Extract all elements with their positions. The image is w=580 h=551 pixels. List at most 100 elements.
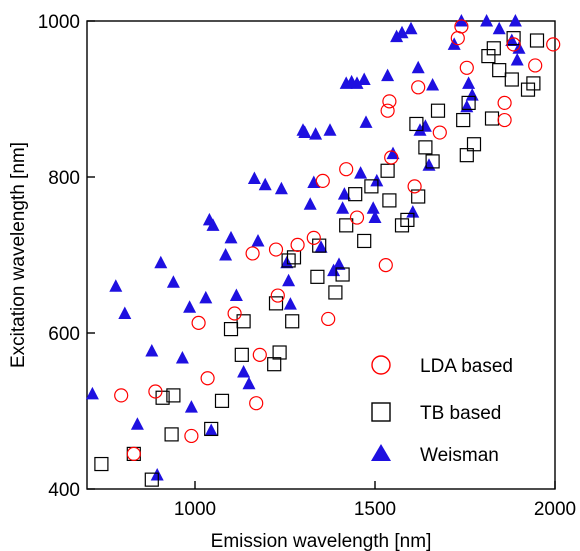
- plot-frame: [86, 20, 556, 490]
- tb-point: [268, 296, 284, 311]
- weisman-point: [508, 14, 522, 27]
- x-axis-title: Emission wavelength [nm]: [211, 531, 432, 551]
- weisman-point: [323, 123, 337, 136]
- lda-point: [290, 237, 305, 252]
- tb-point: [400, 212, 415, 227]
- y-tick-label: 1000: [38, 12, 80, 33]
- weisman-point: [166, 275, 180, 288]
- weisman-point: [274, 181, 288, 195]
- tb-point: [380, 163, 395, 178]
- weisman-point: [283, 297, 297, 310]
- tb-point: [204, 421, 219, 437]
- lda-point: [546, 37, 561, 52]
- lda-point: [306, 230, 321, 245]
- weisman-point: [154, 255, 168, 269]
- legend-marker-weisman: [371, 444, 391, 461]
- weisman-point: [229, 288, 243, 302]
- weisman-point: [150, 467, 164, 481]
- weisman-point: [184, 400, 198, 413]
- tb-point: [382, 193, 397, 208]
- lda-point: [454, 19, 469, 34]
- weisman-point: [404, 21, 418, 35]
- lda-point: [528, 58, 543, 73]
- lda-point: [382, 94, 397, 109]
- weisman-point: [426, 77, 440, 91]
- weisman-point: [175, 350, 189, 364]
- weisman-point: [332, 257, 346, 270]
- tb-point: [234, 347, 249, 362]
- tb-point: [281, 253, 296, 268]
- tb-point: [214, 393, 230, 408]
- lda-point: [497, 112, 512, 128]
- weisman-point: [109, 279, 123, 292]
- y-tick-label: 400: [48, 480, 80, 501]
- weisman-point: [145, 343, 159, 357]
- lda-point: [114, 388, 129, 403]
- lda-point: [245, 246, 260, 261]
- y-axis-title: Excitation wavelength [nm]: [8, 142, 29, 368]
- legend-marker-lda: [371, 355, 391, 375]
- weisman-point: [251, 233, 265, 247]
- tb-point: [425, 154, 440, 169]
- tb-point: [166, 388, 181, 403]
- lda-point: [384, 150, 399, 165]
- data-points: [85, 14, 561, 487]
- lda-point: [450, 31, 465, 46]
- tb-point: [526, 76, 541, 91]
- lda-point: [252, 347, 267, 362]
- tb-point: [94, 456, 109, 472]
- weisman-point: [354, 166, 368, 179]
- tb-point: [466, 137, 482, 152]
- weisman-point: [303, 197, 317, 210]
- lda-point: [411, 80, 426, 95]
- y-tick-label: 800: [48, 168, 80, 189]
- tb-point: [418, 140, 433, 155]
- legend-marker-tb: [371, 402, 391, 422]
- tb-point: [481, 48, 496, 64]
- legend-label-tb: TB based: [420, 403, 501, 424]
- weisman-point: [130, 417, 144, 430]
- weisman-point: [280, 255, 294, 269]
- tb-point: [411, 189, 426, 204]
- tb-point: [272, 345, 287, 360]
- weisman-point: [247, 171, 261, 185]
- tb-point: [409, 116, 424, 132]
- y-tick-label: 600: [48, 324, 80, 345]
- weisman-point: [258, 177, 272, 191]
- weisman-point: [337, 187, 351, 200]
- tb-point: [506, 31, 521, 46]
- lda-point: [148, 384, 163, 399]
- weisman-point: [336, 201, 350, 214]
- x-tick-label: 1000: [174, 499, 216, 520]
- weisman-point: [314, 240, 328, 253]
- tb-point: [236, 314, 251, 329]
- weisman-point: [368, 210, 382, 224]
- weisman-point: [237, 365, 251, 378]
- lda-point: [200, 371, 215, 386]
- weisman-point: [386, 146, 400, 160]
- tb-point: [461, 95, 476, 111]
- tb-point: [430, 103, 446, 118]
- tb-point: [364, 179, 379, 194]
- tb-point: [223, 322, 239, 337]
- tb-point: [267, 357, 282, 372]
- weisman-point: [350, 76, 364, 89]
- tb-point: [144, 472, 159, 487]
- lda-point: [349, 210, 365, 225]
- weisman-point: [395, 25, 409, 39]
- lda-point: [432, 125, 447, 140]
- weisman-point: [411, 60, 425, 74]
- lda-point: [339, 162, 354, 177]
- lda-point: [126, 446, 141, 461]
- lda-point: [380, 103, 395, 118]
- weisman-point: [206, 218, 220, 231]
- weisman-point: [406, 205, 420, 218]
- lda-point: [227, 306, 242, 321]
- tb-point: [486, 41, 501, 56]
- tb-point: [328, 285, 343, 300]
- lda-point: [407, 179, 422, 194]
- lda-point: [315, 173, 330, 188]
- tb-point: [492, 63, 507, 78]
- tb-point: [339, 218, 354, 233]
